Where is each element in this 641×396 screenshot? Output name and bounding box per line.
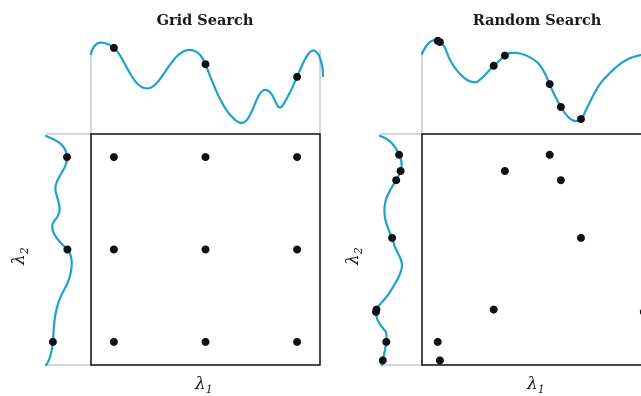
grid-y-axis-label: λ2 bbox=[9, 247, 31, 266]
random-search-panel: Random Search λ1 λ2 bbox=[343, 12, 641, 396]
grid-search-title: Grid Search bbox=[157, 12, 254, 29]
grid-search-panel: Grid Search λ1 λ2 bbox=[9, 12, 325, 396]
random-top-projection-point bbox=[489, 61, 498, 70]
random-left-projection-point bbox=[388, 233, 397, 242]
random-top-objective-curve bbox=[420, 39, 641, 123]
grid-sample-point bbox=[201, 153, 210, 162]
random-sample-point bbox=[433, 337, 442, 346]
random-left-projection-point bbox=[392, 176, 401, 185]
random-left-projections bbox=[372, 150, 405, 365]
grid-sample-point bbox=[293, 245, 302, 254]
random-left-projection-point bbox=[378, 356, 387, 365]
random-top-projection-point bbox=[500, 51, 509, 60]
random-sample-point bbox=[435, 356, 444, 365]
random-y-axis-label: λ2 bbox=[343, 247, 365, 266]
grid-top-projection-point bbox=[201, 60, 210, 69]
grid-top-objective-curve bbox=[89, 41, 325, 125]
grid-sample-point bbox=[293, 153, 302, 162]
grid-left-projection-point bbox=[63, 153, 71, 162]
grid-top-projections bbox=[109, 43, 302, 81]
grid-sample-point bbox=[109, 245, 118, 254]
random-left-projection-point bbox=[395, 150, 404, 159]
random-top-projection-point bbox=[577, 115, 585, 124]
random-top-projection-point bbox=[435, 38, 444, 47]
grid-sample-point bbox=[201, 245, 210, 254]
random-sample-point bbox=[556, 176, 565, 185]
grid-sample-point bbox=[109, 337, 118, 346]
random-top-projection-point bbox=[556, 103, 565, 111]
random-sample-point bbox=[577, 233, 585, 242]
random-top-projections bbox=[433, 36, 585, 124]
random-left-projection-point bbox=[396, 167, 405, 175]
grid-search-frame bbox=[90, 133, 321, 366]
grid-sample-point bbox=[109, 153, 118, 162]
grid-left-projections bbox=[48, 153, 72, 346]
grid-sample-point bbox=[293, 337, 302, 346]
random-left-projection-point bbox=[372, 307, 380, 316]
random-sample-points bbox=[433, 150, 641, 365]
grid-left-projection-point bbox=[63, 245, 72, 254]
grid-top-projection-point bbox=[293, 72, 302, 81]
random-x-axis-label: λ1 bbox=[526, 374, 545, 396]
random-search-title: Random Search bbox=[473, 12, 602, 29]
random-sample-point bbox=[489, 305, 498, 314]
grid-top-projection-point bbox=[109, 43, 118, 52]
grid-sample-points bbox=[109, 153, 302, 346]
random-left-projection-point bbox=[382, 337, 391, 346]
random-sample-point bbox=[500, 167, 509, 175]
random-search-frame bbox=[421, 133, 641, 366]
random-sample-point bbox=[545, 150, 554, 159]
random-top-projection-point bbox=[545, 80, 554, 89]
grid-x-axis-label: λ1 bbox=[194, 374, 213, 396]
grid-sample-point bbox=[201, 337, 210, 346]
grid-left-projection-point bbox=[48, 337, 57, 346]
